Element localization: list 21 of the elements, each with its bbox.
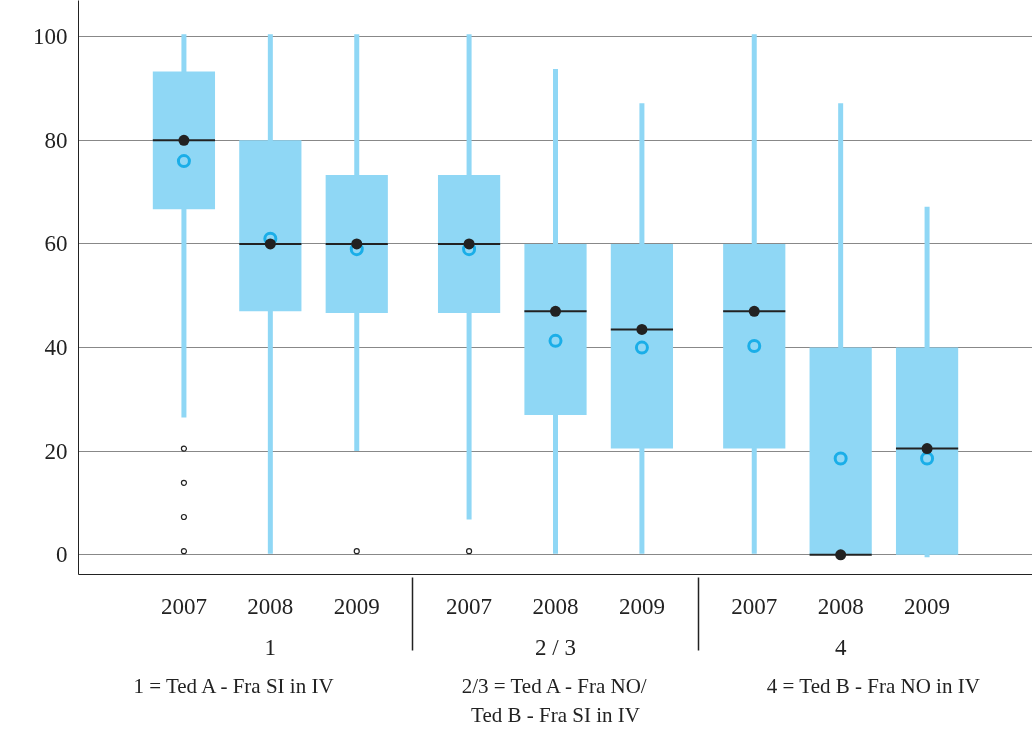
text: 2/3 = Ted A - Fra NO/ Ted B - Fra SI in IV	[461, 673, 647, 727]
x-tick-label: 2007	[160, 593, 207, 619]
x-tick-label: 2008	[817, 593, 864, 619]
x-tick-label: 2009	[333, 593, 380, 619]
x-tick-label: 2007	[731, 593, 778, 619]
text: 4 = Ted B - Fra NO in IV	[766, 673, 980, 698]
x-tick-label: 2009	[618, 593, 665, 619]
y-tick-label: 80	[44, 127, 68, 153]
text: 2 / 3	[535, 634, 576, 660]
y-tick-label: 60	[44, 231, 68, 257]
x-tick-label: 2007	[446, 593, 493, 619]
y-tick-label: 20	[44, 438, 68, 464]
y-tick-label: 0	[56, 542, 68, 568]
text: 1 = Ted A - Fra SI in IV	[133, 673, 334, 698]
y-tick-label: 40	[44, 335, 68, 361]
y-tick-label: 100	[33, 24, 68, 50]
x-tick-label: 2008	[247, 593, 294, 619]
x-tick-label: 2009	[904, 593, 951, 619]
text: 4	[834, 634, 847, 660]
x-tick-label: 2008	[532, 593, 579, 619]
text: 1	[264, 634, 277, 660]
